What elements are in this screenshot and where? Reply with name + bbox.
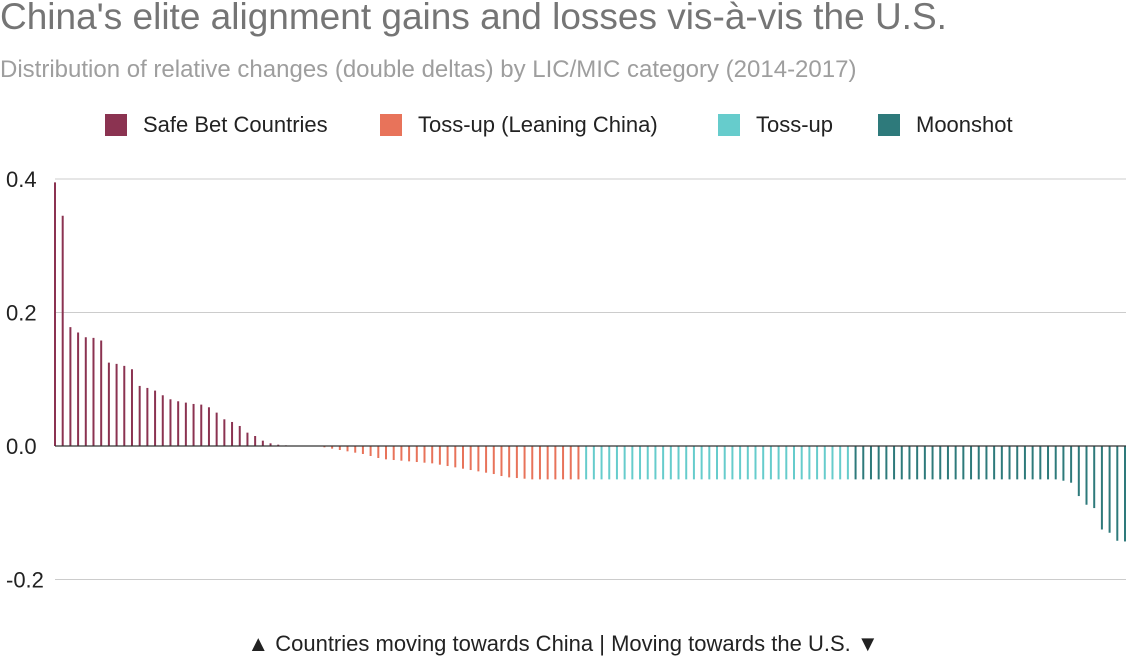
chart-title: China's elite alignment gains and losses… xyxy=(0,0,947,37)
legend-item-safe-bet: Safe Bet Countries xyxy=(105,110,328,140)
bar-chart: 0.4 0.2 0.0 -0.2 xyxy=(6,167,1126,593)
legend-label: Moonshot xyxy=(916,112,1013,137)
y-tick-label: 0.4 xyxy=(6,167,37,192)
legend-item-toss-up: Toss-up xyxy=(718,110,833,140)
legend-label: Toss-up xyxy=(756,112,834,137)
y-tick-label: -0.2 xyxy=(6,568,44,593)
y-tick-label: 0.0 xyxy=(6,434,37,459)
legend-swatch xyxy=(105,114,127,136)
legend: Safe Bet Countries Toss-up (Leaning Chin… xyxy=(0,110,1126,140)
legend-label: Safe Bet Countries xyxy=(143,112,328,137)
legend-label: Toss-up (Leaning China) xyxy=(418,112,658,137)
legend-item-moonshot: Moonshot xyxy=(878,110,1013,140)
legend-swatch xyxy=(878,114,900,136)
y-tick-label: 0.2 xyxy=(6,301,37,326)
chart-subtitle: Distribution of relative changes (double… xyxy=(0,56,857,83)
legend-swatch xyxy=(718,114,740,136)
legend-item-toss-up-leaning-china: Toss-up (Leaning China) xyxy=(380,110,658,140)
legend-swatch xyxy=(380,114,402,136)
chart-footer-note: ▲ Countries moving towards China | Movin… xyxy=(247,631,879,656)
